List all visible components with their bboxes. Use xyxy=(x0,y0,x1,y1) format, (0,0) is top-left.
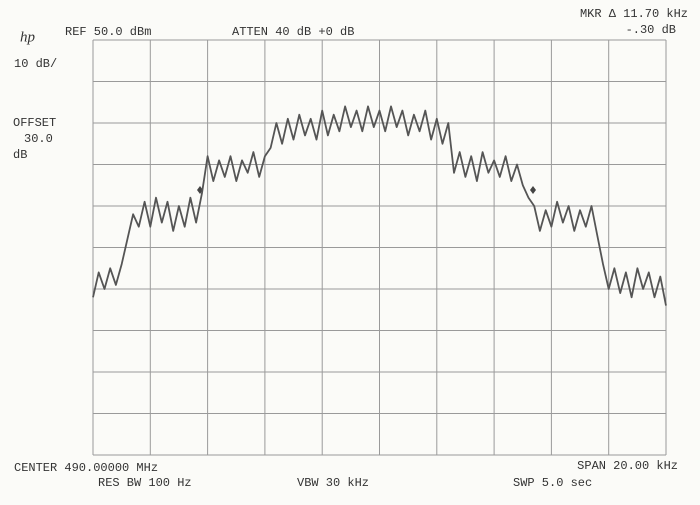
logo: hp xyxy=(20,29,36,45)
resolution-bandwidth: RES BW 100 Hz xyxy=(98,476,192,490)
video-bandwidth: VBW 30 kHz xyxy=(297,476,369,490)
scale: 10 dB/ xyxy=(14,57,57,71)
sweep-time: SWP 5.0 sec xyxy=(513,476,592,490)
trace xyxy=(92,105,667,306)
span: SPAN 20.00 kHz xyxy=(577,459,678,473)
center-frequency: CENTER 490.00000 MHz xyxy=(14,461,158,475)
offset-unit: dB xyxy=(13,148,27,162)
attenuation: ATTEN 40 dB +0 dB xyxy=(232,25,354,39)
marker-symbols xyxy=(197,186,536,194)
marker-delta: MKR Δ 11.70 kHz xyxy=(580,7,688,21)
ref-level: REF 50.0 dBm xyxy=(65,25,151,39)
offset-value: 30.0 xyxy=(24,132,53,146)
offset-label: OFFSET xyxy=(13,116,56,130)
marker-value: -.30 dB xyxy=(626,23,676,37)
